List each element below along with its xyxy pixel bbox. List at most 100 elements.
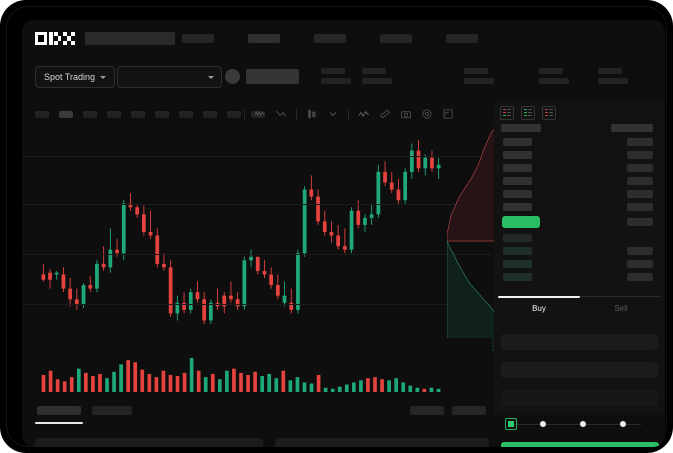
orders-action-1[interactable] xyxy=(452,406,486,415)
stat-label xyxy=(539,68,563,74)
camera-icon[interactable] xyxy=(400,108,412,120)
okx-logo[interactable] xyxy=(35,32,77,45)
orders-tab-0[interactable] xyxy=(37,406,81,415)
orderbook-last-price-row[interactable] xyxy=(502,216,540,228)
settings-gear-icon[interactable] xyxy=(421,108,433,120)
orderbook-ask-price[interactable] xyxy=(503,177,532,185)
stat-block-0 xyxy=(321,68,351,84)
order-book-rows[interactable] xyxy=(494,124,665,316)
orderbook-col-header-amount xyxy=(611,124,653,132)
stat-value xyxy=(464,78,494,84)
trading-mode-button[interactable]: Spot Trading xyxy=(35,66,116,88)
chevron-down-icon[interactable] xyxy=(327,108,339,120)
timeframe-6[interactable] xyxy=(179,111,193,118)
onboarding-stepper xyxy=(494,416,665,434)
nav-item-1[interactable] xyxy=(248,34,280,43)
orderbook-ask-price[interactable] xyxy=(503,151,532,159)
nav-item-2[interactable] xyxy=(314,34,346,43)
tab-buy[interactable]: Buy xyxy=(532,304,546,313)
device-bezel: Spot Trading xyxy=(6,6,667,447)
logo-letter-k xyxy=(49,32,61,45)
trade-form-row-2[interactable] xyxy=(501,390,658,406)
chart-gridline xyxy=(22,304,492,305)
orderbook-bids-icon[interactable] xyxy=(521,106,535,120)
orderbook-last-amount xyxy=(627,218,653,226)
primary-cta-button[interactable] xyxy=(501,442,659,447)
chart-tools xyxy=(244,108,454,120)
ruler-icon[interactable] xyxy=(379,108,391,120)
timeframe-5[interactable] xyxy=(155,111,169,118)
candle-series xyxy=(41,140,441,324)
timeframe-8[interactable] xyxy=(227,111,241,118)
orderbook-ask-price[interactable] xyxy=(503,190,532,198)
orderbook-bid-price[interactable] xyxy=(503,234,532,242)
chevron-down-icon xyxy=(208,75,214,79)
trade-tabbar: Buy Sell xyxy=(494,296,665,324)
indicator-wave-icon[interactable] xyxy=(254,108,266,120)
bottom-panel-0[interactable] xyxy=(35,438,263,447)
nav-item-3[interactable] xyxy=(380,34,412,43)
step-dot-icon[interactable] xyxy=(540,421,546,427)
candlestick-chart[interactable] xyxy=(22,126,492,338)
chevron-down-icon xyxy=(100,75,107,79)
orderbook-ask-amount xyxy=(627,138,653,146)
orderbook-ask-amount xyxy=(627,164,653,172)
bottom-panel-1[interactable] xyxy=(275,438,489,447)
app-screen: Spot Trading xyxy=(22,20,665,447)
timeframe-4[interactable] xyxy=(131,111,145,118)
app-header xyxy=(22,20,665,56)
trend-line-icon[interactable] xyxy=(275,108,287,120)
timeframe-1[interactable] xyxy=(59,111,73,118)
logo-letter-o xyxy=(35,32,47,45)
timeframe-7[interactable] xyxy=(203,111,217,118)
trade-form-row-0[interactable] xyxy=(501,334,658,350)
stat-label xyxy=(464,68,488,74)
orderbook-bid-amount xyxy=(627,273,653,281)
toolbar-divider xyxy=(348,108,349,120)
chart-gridline xyxy=(22,254,492,255)
stat-label xyxy=(362,68,386,74)
timeframe-3[interactable] xyxy=(107,111,121,118)
orderbook-bid-price[interactable] xyxy=(503,260,532,268)
orderbook-both-icon[interactable] xyxy=(500,106,514,120)
timeframe-0[interactable] xyxy=(35,111,49,118)
orderbook-ask-amount xyxy=(627,151,653,159)
orderbook-ask-amount xyxy=(627,190,653,198)
last-price-value xyxy=(246,69,299,84)
nav-item-4[interactable] xyxy=(446,34,478,43)
step-dot-icon[interactable] xyxy=(620,421,626,427)
orderbook-asks-icon[interactable] xyxy=(542,106,556,120)
trade-form-row-1[interactable] xyxy=(501,362,658,378)
trading-mode-label: Spot Trading xyxy=(44,72,96,82)
search-input[interactable] xyxy=(85,32,175,45)
stat-value xyxy=(362,78,392,84)
orderbook-ask-price[interactable] xyxy=(503,203,532,211)
tab-sell[interactable]: Sell xyxy=(614,304,628,313)
orders-action-0[interactable] xyxy=(410,406,444,415)
trade-form xyxy=(494,324,665,414)
order-book-view-switcher xyxy=(500,106,556,120)
orderbook-bid-price[interactable] xyxy=(503,247,532,255)
candle-type-icon[interactable] xyxy=(306,108,318,120)
timeframe-2[interactable] xyxy=(83,111,97,118)
stat-block-3 xyxy=(539,68,569,84)
stat-block-4 xyxy=(598,68,628,84)
nav-item-0[interactable] xyxy=(182,34,214,43)
orderbook-ask-price[interactable] xyxy=(503,138,532,146)
line-chart-icon[interactable] xyxy=(358,108,370,120)
step-square-icon[interactable] xyxy=(505,418,517,430)
step-dot-icon[interactable] xyxy=(580,421,586,427)
volume-series xyxy=(41,358,441,393)
chart-gridline xyxy=(22,204,492,205)
orderbook-bid-price[interactable] xyxy=(503,273,532,281)
pair-select[interactable] xyxy=(117,66,222,88)
orderbook-ask-price[interactable] xyxy=(503,164,532,172)
orderbook-bid-amount xyxy=(627,260,653,268)
volume-chart xyxy=(22,338,492,400)
orders-tab-1[interactable] xyxy=(92,406,132,415)
chart-gridline xyxy=(22,156,492,157)
orders-tab-active-underline xyxy=(35,422,83,424)
stat-value xyxy=(321,78,351,84)
fullscreen-icon[interactable] xyxy=(442,108,454,120)
stat-label xyxy=(321,68,345,74)
